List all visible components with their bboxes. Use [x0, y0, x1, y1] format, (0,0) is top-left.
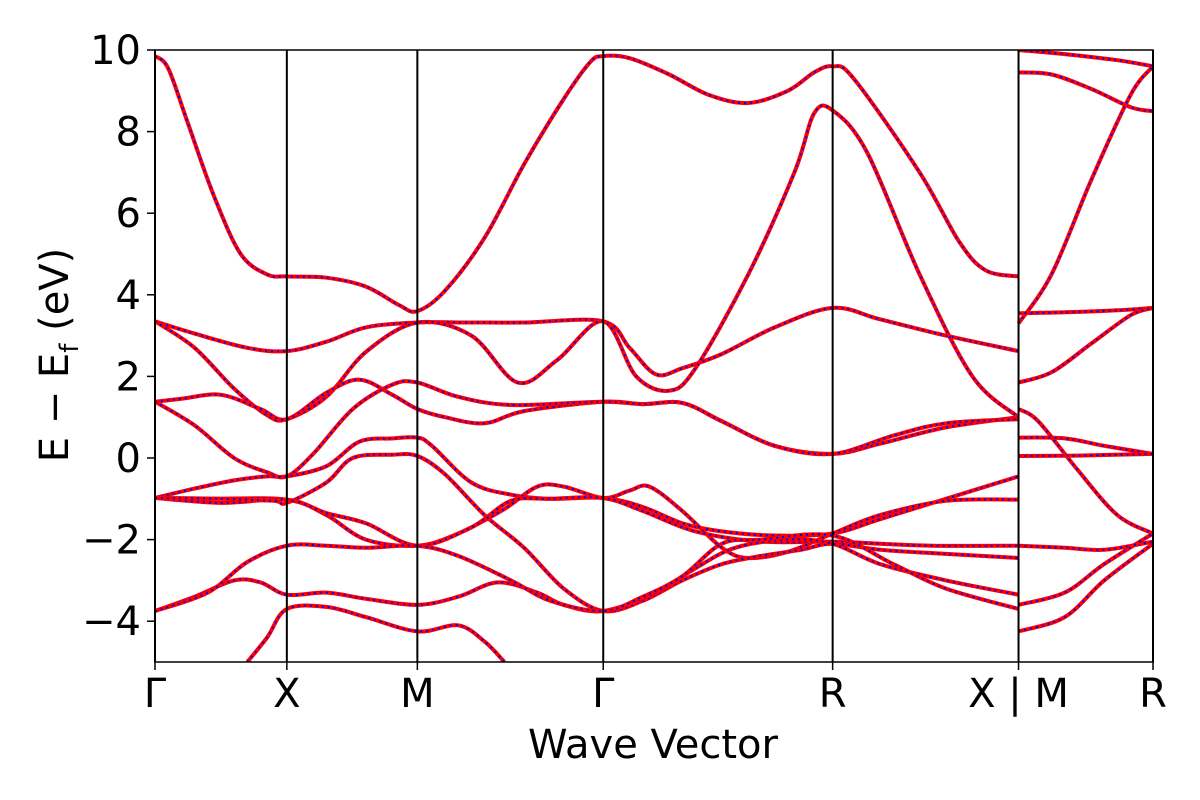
y-axis-ticks: −4 −2 0 2 4 6 8 10	[82, 28, 155, 645]
band-16-dashed-blue	[1017, 408, 1153, 535]
band-17-dashed-blue	[1018, 436, 1153, 455]
y-tick-label-7: 10	[90, 28, 141, 74]
band-18-dashed-blue	[1018, 452, 1153, 457]
band-1-solid-red	[155, 305, 1019, 378]
x-tick-label-0: Γ	[144, 671, 167, 717]
band-11-dashed-blue	[246, 604, 506, 662]
band-22-solid-red	[1018, 50, 1153, 69]
y-axis-label-subscript: f	[55, 343, 85, 353]
band-2-dashed-blue	[155, 104, 1020, 422]
band-5-solid-red	[155, 435, 1020, 538]
y-tick-label-3: 2	[116, 354, 141, 400]
band-14-dashed-blue	[1018, 306, 1153, 315]
x-tick-label-5: X | M	[968, 671, 1069, 717]
y-tick-label-5: 6	[116, 191, 141, 237]
band-3-solid-red	[155, 377, 1019, 456]
y-tick-label-0: −4	[82, 599, 141, 645]
band-16-solid-red	[1017, 407, 1153, 536]
y-axis-label: E − Ef (eV)	[32, 248, 85, 463]
band-4-dashed-blue	[155, 380, 1019, 479]
band-22-dashed-blue	[1018, 50, 1153, 68]
band-20-solid-red	[1017, 531, 1153, 607]
band-1-dashed-blue	[155, 306, 1019, 377]
y-axis-label-main: E − E	[32, 353, 78, 463]
y-tick-label-6: 8	[116, 110, 141, 156]
band-21-solid-red	[1017, 542, 1153, 634]
band-10-dashed-blue	[155, 533, 1019, 613]
band-4-solid-red	[155, 379, 1019, 480]
x-axis-label: Wave Vector	[528, 722, 779, 768]
x-tick-label-3: Γ	[592, 671, 615, 717]
x-tick-label-6: R	[1139, 671, 1167, 717]
x-tick-label-1: X	[273, 671, 300, 717]
band-2-solid-red	[155, 103, 1020, 423]
x-tick-label-2: M	[400, 671, 435, 717]
plot-frame	[154, 49, 1154, 663]
x-tick-label-4: R	[819, 671, 847, 717]
band-8-dashed-blue	[155, 453, 1019, 613]
kpoint-lines	[154, 50, 1154, 662]
band-9-dashed-blue	[155, 538, 1019, 613]
y-tick-label-2: 0	[116, 436, 141, 482]
y-tick-label-4: 4	[116, 273, 141, 319]
y-axis-label-unit: (eV)	[32, 248, 78, 344]
y-tick-label-1: −2	[82, 518, 141, 564]
band-12-dashed-blue	[1018, 71, 1153, 113]
band-5-dashed-blue	[155, 436, 1019, 537]
bands-layer	[155, 50, 1153, 662]
band-0-solid-red	[155, 53, 1019, 314]
band-15-solid-red	[1017, 305, 1153, 385]
band-13-dashed-blue	[1017, 65, 1153, 324]
band-15-dashed-blue	[1018, 306, 1153, 384]
band-0-dashed-blue	[155, 54, 1019, 313]
x-axis-ticks: Γ X M Γ R X | M R	[144, 662, 1167, 717]
